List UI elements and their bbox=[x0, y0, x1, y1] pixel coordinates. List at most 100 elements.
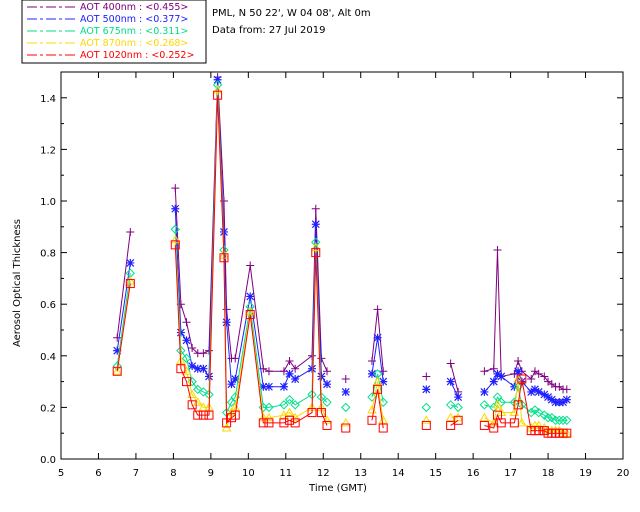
data-point bbox=[509, 418, 519, 428]
data-point bbox=[176, 364, 186, 374]
data-point bbox=[246, 292, 255, 301]
data-point bbox=[245, 310, 255, 320]
x-tick-label: 16 bbox=[467, 468, 480, 479]
data-point bbox=[188, 344, 197, 353]
x-tick-label: 12 bbox=[317, 468, 330, 479]
data-point bbox=[496, 418, 506, 428]
series-3 bbox=[112, 85, 572, 437]
data-point bbox=[213, 90, 223, 100]
data-point bbox=[170, 234, 181, 244]
data-point bbox=[113, 333, 122, 342]
x-axis-label: Time (GMT) bbox=[308, 483, 367, 494]
data-point bbox=[311, 204, 320, 213]
series-4 bbox=[112, 90, 572, 438]
data-point bbox=[317, 354, 326, 363]
data-point bbox=[279, 382, 288, 391]
x-tick-label: 13 bbox=[354, 468, 367, 479]
date-info: Data from: 27 Jul 2019 bbox=[212, 25, 325, 36]
data-point bbox=[227, 380, 236, 389]
x-tick-label: 10 bbox=[242, 468, 255, 479]
data-point bbox=[513, 400, 523, 410]
data-point bbox=[379, 377, 388, 386]
data-point bbox=[540, 390, 549, 399]
data-point bbox=[422, 385, 431, 394]
data-point bbox=[559, 398, 568, 407]
axes: 5 6 7 8 9 10 11 12 13 14 15 16 17 18 19 20 0.0 0.2 0.4 0.6 0… bbox=[40, 71, 629, 479]
data-point bbox=[113, 346, 122, 355]
y-tick-label: 0.0 bbox=[40, 455, 56, 466]
series-line bbox=[174, 95, 328, 426]
legend-label: AOT 1020nm : <0.252> bbox=[80, 50, 194, 61]
data-point bbox=[558, 415, 568, 426]
legend: AOT 400nm : <0.455>AOT 500nm : <0.377>AO… bbox=[21, 0, 207, 64]
data-point bbox=[543, 413, 553, 423]
data-point bbox=[489, 377, 498, 386]
data-point bbox=[204, 346, 213, 355]
data-point bbox=[489, 423, 499, 433]
series-line bbox=[371, 381, 384, 421]
series-line bbox=[174, 84, 328, 413]
series-line bbox=[450, 404, 459, 408]
site-info: PML, N 50 22', W 04 08', Alt 0m bbox=[212, 8, 371, 19]
data-point bbox=[187, 400, 197, 410]
data-point bbox=[171, 204, 180, 213]
data-point bbox=[341, 423, 351, 433]
x-tick-label: 6 bbox=[95, 468, 101, 479]
data-point bbox=[311, 220, 320, 229]
data-point bbox=[530, 405, 540, 415]
data-point bbox=[453, 415, 463, 425]
data-point bbox=[285, 369, 294, 378]
y-tick-label: 0.8 bbox=[40, 249, 56, 260]
data-point bbox=[493, 369, 502, 378]
legend-label: AOT 400nm : <0.455> bbox=[80, 2, 188, 13]
data-point bbox=[264, 418, 274, 428]
data-point bbox=[341, 375, 350, 384]
data-point bbox=[219, 253, 229, 263]
data-point bbox=[182, 336, 191, 345]
data-point bbox=[222, 418, 232, 428]
data-point bbox=[310, 242, 321, 251]
data-point bbox=[372, 376, 383, 386]
data-point bbox=[193, 384, 203, 395]
data-point bbox=[316, 408, 326, 418]
series-line bbox=[450, 363, 459, 393]
data-point bbox=[264, 382, 273, 391]
x-tick-label: 9 bbox=[208, 468, 214, 479]
data-point bbox=[199, 364, 208, 373]
data-point bbox=[554, 415, 565, 426]
legend-label: AOT 870nm : <0.268> bbox=[80, 38, 188, 49]
y-tick-label: 1.4 bbox=[40, 94, 56, 105]
plot-frame bbox=[60, 71, 624, 460]
data-point bbox=[284, 394, 295, 405]
data-point bbox=[323, 380, 332, 389]
data-point bbox=[213, 75, 222, 84]
data-point bbox=[527, 387, 536, 396]
data-point bbox=[562, 428, 572, 438]
data-point bbox=[311, 248, 321, 258]
data-point bbox=[126, 258, 135, 267]
data-point bbox=[230, 410, 240, 420]
data-point bbox=[514, 367, 523, 376]
data-point bbox=[181, 353, 192, 364]
data-point bbox=[258, 418, 268, 428]
data-point bbox=[182, 377, 192, 387]
data-point bbox=[547, 395, 556, 404]
x-tick-label: 15 bbox=[429, 468, 442, 479]
series-0 bbox=[113, 73, 571, 396]
data-point bbox=[291, 375, 300, 384]
data-point bbox=[126, 227, 135, 236]
data-point bbox=[489, 364, 498, 373]
data-point bbox=[112, 366, 122, 376]
data-point bbox=[479, 420, 489, 430]
series-line bbox=[174, 77, 328, 372]
data-point bbox=[378, 415, 389, 424]
data-point bbox=[493, 246, 502, 255]
data-point bbox=[373, 305, 382, 314]
series-layer bbox=[112, 73, 572, 438]
series-line bbox=[450, 381, 459, 398]
data-point bbox=[284, 407, 295, 417]
data-point bbox=[526, 407, 536, 418]
series-line bbox=[116, 262, 131, 351]
data-point bbox=[264, 412, 274, 422]
data-point bbox=[421, 415, 432, 424]
